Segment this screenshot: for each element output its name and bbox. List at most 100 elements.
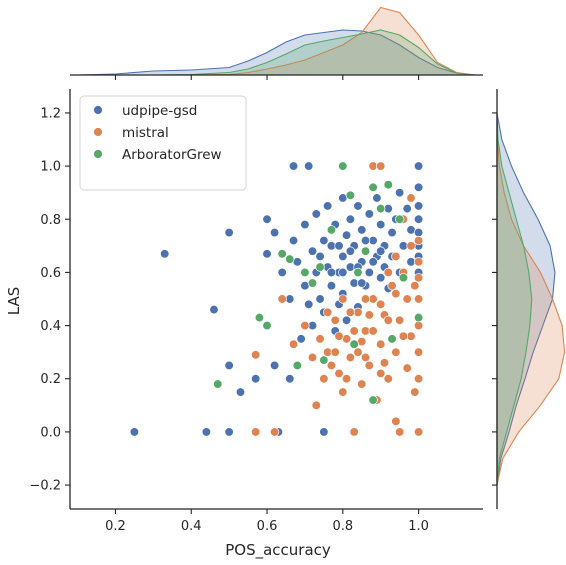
point-mistral xyxy=(357,379,367,389)
point-mistral xyxy=(364,360,374,371)
point-mistral xyxy=(376,161,386,171)
point-mistral xyxy=(383,374,393,384)
point-ArboratorGrew xyxy=(285,254,295,264)
y-tick-label: 0.6 xyxy=(40,266,61,281)
point-udpipe-gsd xyxy=(277,267,287,278)
point-mistral xyxy=(391,251,401,262)
legend-marker-mistral xyxy=(93,127,103,137)
point-udpipe-gsd xyxy=(269,227,280,238)
point-udpipe-gsd xyxy=(394,188,405,198)
point-mistral xyxy=(394,315,405,325)
point-mistral xyxy=(406,241,416,251)
point-mistral xyxy=(413,273,424,283)
point-mistral xyxy=(323,307,333,317)
point-mistral xyxy=(413,374,424,384)
point-mistral xyxy=(311,400,321,410)
point-udpipe-gsd xyxy=(413,201,424,211)
point-ArboratorGrew xyxy=(345,190,356,200)
point-mistral xyxy=(300,320,310,331)
marginal-y-kde-udpipe-gsd xyxy=(496,112,556,486)
point-ArboratorGrew xyxy=(368,182,378,193)
point-mistral xyxy=(410,281,420,291)
point-udpipe-gsd xyxy=(285,374,295,384)
axes: 0.2 0.4 0.6 0.8 1.0 −0.2 0.0 0.2 0.4 0.6 0.8 1.0 1.2 xyxy=(29,74,498,534)
point-udpipe-gsd xyxy=(338,267,348,278)
marginal-y-kde xyxy=(496,112,566,486)
point-udpipe-gsd xyxy=(364,267,374,278)
point-mistral xyxy=(383,267,393,278)
point-ArboratorGrew xyxy=(413,312,424,323)
point-udpipe-gsd xyxy=(364,209,374,219)
point-udpipe-gsd xyxy=(413,182,424,193)
point-mistral xyxy=(319,374,329,384)
marginal-x-kde xyxy=(77,6,476,76)
point-udpipe-gsd xyxy=(201,427,212,437)
point-mistral xyxy=(345,307,356,317)
point-udpipe-gsd xyxy=(376,246,386,256)
point-udpipe-gsd xyxy=(376,273,386,283)
point-mistral xyxy=(406,193,416,203)
point-mistral xyxy=(251,427,261,437)
point-udpipe-gsd xyxy=(288,161,299,171)
point-ArboratorGrew xyxy=(319,355,329,365)
point-mistral xyxy=(413,347,424,357)
y-tick-label: 0.4 xyxy=(40,319,61,334)
point-udpipe-gsd xyxy=(368,257,378,267)
point-ArboratorGrew xyxy=(376,203,386,214)
point-udpipe-gsd xyxy=(224,427,234,437)
y-tick-label: −0.2 xyxy=(29,479,61,494)
point-mistral xyxy=(353,347,363,357)
point-mistral xyxy=(330,347,340,357)
point-udpipe-gsd xyxy=(387,227,397,238)
point-udpipe-gsd xyxy=(360,235,371,246)
marginal-x-kde-udpipe-gsd xyxy=(77,29,476,76)
point-udpipe-gsd xyxy=(357,225,367,235)
point-mistral xyxy=(251,350,261,360)
point-udpipe-gsd xyxy=(341,230,352,240)
point-udpipe-gsd xyxy=(326,281,337,291)
point-mistral xyxy=(413,235,424,246)
point-ArboratorGrew xyxy=(307,278,318,288)
point-ArboratorGrew xyxy=(213,379,223,389)
point-udpipe-gsd xyxy=(338,251,348,262)
point-udpipe-gsd xyxy=(315,294,325,304)
point-ArboratorGrew xyxy=(368,395,378,405)
point-ArboratorGrew xyxy=(398,273,409,283)
legend-frame xyxy=(79,95,247,191)
point-ArboratorGrew xyxy=(292,360,302,371)
point-udpipe-gsd xyxy=(235,387,246,397)
x-tick-label: 0.4 xyxy=(181,519,202,534)
point-mistral xyxy=(307,352,318,363)
x-tick-label: 0.8 xyxy=(332,519,353,534)
point-mistral xyxy=(360,352,371,363)
point-udpipe-gsd xyxy=(402,203,412,214)
marginal-y-kde-mistral xyxy=(496,112,566,486)
point-udpipe-gsd xyxy=(326,267,337,278)
point-udpipe-gsd xyxy=(315,251,325,262)
point-mistral xyxy=(387,281,397,291)
point-mistral xyxy=(402,363,412,373)
point-mistral xyxy=(413,257,424,267)
point-mistral xyxy=(410,387,420,397)
point-udpipe-gsd xyxy=(304,299,314,309)
point-mistral xyxy=(326,360,337,371)
point-mistral xyxy=(376,299,386,309)
point-udpipe-gsd xyxy=(311,209,321,219)
point-ArboratorGrew xyxy=(353,267,363,278)
point-ArboratorGrew xyxy=(338,161,348,171)
point-udpipe-gsd xyxy=(413,161,424,171)
point-udpipe-gsd xyxy=(307,246,318,256)
point-udpipe-gsd xyxy=(251,374,261,384)
point-udpipe-gsd xyxy=(224,227,234,238)
y-tick-label: 0.0 xyxy=(40,425,61,440)
point-udpipe-gsd xyxy=(345,214,356,224)
point-mistral xyxy=(334,331,344,341)
point-udpipe-gsd xyxy=(209,304,219,315)
point-mistral xyxy=(413,294,424,304)
point-ArboratorGrew xyxy=(326,225,337,235)
point-ArboratorGrew xyxy=(262,320,272,331)
legend-marker-arboratorgrew xyxy=(93,149,103,159)
point-ArboratorGrew xyxy=(254,312,265,323)
point-udpipe-gsd xyxy=(129,427,140,437)
point-udpipe-gsd xyxy=(353,201,363,211)
